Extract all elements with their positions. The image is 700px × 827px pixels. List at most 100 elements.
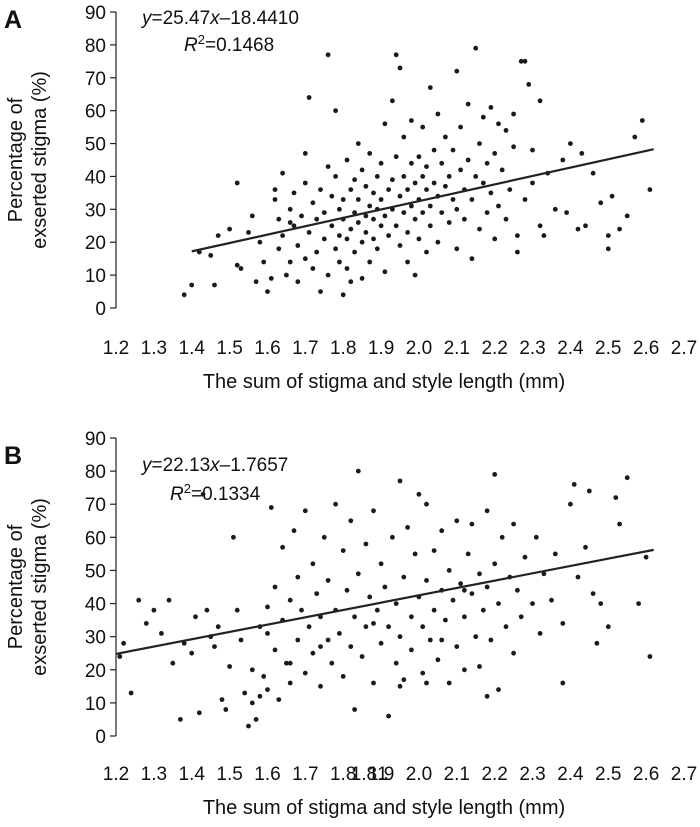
data-point [446,568,452,573]
data-point [302,180,308,186]
x-tick-label: 1.6 [254,338,280,359]
data-point [359,167,365,173]
data-point [507,187,513,193]
data-point [568,501,573,507]
data-point [333,174,338,179]
data-point [287,220,293,225]
y-tick-label: 20 [85,661,106,682]
data-point [530,601,535,606]
x-tick-label: 1.4 [179,764,206,785]
data-point [352,614,357,620]
data-point [416,491,422,497]
data-point [397,478,403,484]
data-point [170,660,176,666]
y-tick-label: 40 [85,167,106,188]
data-point [518,614,524,620]
data-point [575,226,581,232]
data-point [272,584,278,590]
data-point [424,164,429,170]
data-point [454,68,460,74]
data-point [136,597,142,603]
data-point [318,289,323,294]
data-point [276,216,282,222]
data-point [537,223,543,229]
data-point [382,269,388,275]
data-point [344,157,350,163]
data-point [477,226,482,232]
data-point [522,554,528,560]
data-point [473,45,479,51]
data-point [496,601,501,606]
data-point [333,108,338,114]
data-point [420,174,426,179]
data-point [287,680,293,686]
data-point [193,614,198,620]
data-point [238,637,244,643]
r-squared: R2=0.1468 [184,32,274,56]
data-point [287,597,293,603]
data-point [321,236,327,242]
y-tick-label: 60 [85,102,106,123]
data-point [511,521,516,527]
data-point [465,157,471,163]
data-point [499,534,505,540]
data-point [276,246,282,252]
data-point [469,591,475,596]
data-point [617,226,622,232]
data-point [318,644,323,649]
data-point [280,544,285,550]
data-point [439,637,445,643]
x-tick-label: 1.8 [330,338,356,359]
data-point [268,276,274,281]
data-point [424,187,429,193]
r-squared: R2=0.1334 [170,481,261,505]
data-point [443,183,448,189]
data-point [352,707,357,712]
data-point [427,223,433,229]
data-point [242,690,248,696]
data-point [337,631,342,636]
data-point [511,650,516,656]
data-point [496,121,501,127]
data-point [390,98,395,104]
data-point [446,220,452,225]
data-point [401,210,407,216]
x-tick-label: 2.6 [633,338,659,359]
x-tick-label: 2.4 [557,338,584,359]
data-point [325,272,331,278]
data-point [386,624,391,630]
data-point [458,124,463,130]
data-point [488,105,494,110]
y-axis-title: Percentage of exserted stigma (%) [5,71,51,249]
data-point [287,259,293,265]
data-point [261,674,267,679]
data-point [378,160,384,166]
data-point [515,587,520,593]
data-point [522,197,528,202]
data-point [355,197,361,202]
data-point [439,160,445,166]
data-point [427,85,433,90]
data-point [473,634,479,640]
x-axis-title: The sum of stigma and style length (mm) [203,797,565,819]
data-point [340,292,346,298]
data-point [393,52,399,58]
data-point [367,259,373,265]
data-point [265,631,270,636]
data-point [299,607,304,613]
data-point [454,518,460,524]
y-tick-label: 60 [85,528,106,549]
data-point [208,253,214,258]
data-point [515,233,520,239]
data-point [503,127,509,133]
data-point [496,203,501,209]
data-point [636,601,641,606]
data-point [291,528,297,534]
data-point [355,468,361,474]
data-point [427,637,433,643]
data-point [412,216,418,222]
data-point [325,52,331,58]
data-point [284,660,289,666]
data-point [484,508,490,514]
data-point [272,647,278,653]
